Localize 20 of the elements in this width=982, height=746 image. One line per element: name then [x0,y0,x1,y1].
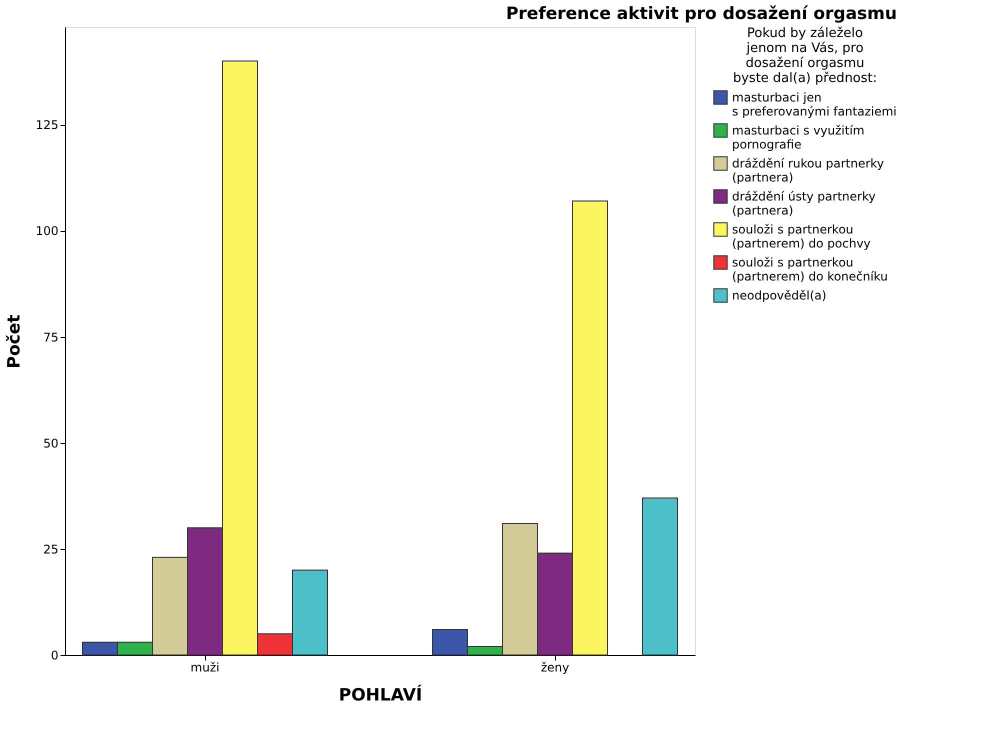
legend-label: souloži s partnerkou (partnerem) do pochvy [732,222,871,250]
legend-label: neodpověděl(a) [732,288,826,302]
legend-label: dráždění rukou partnerky (partnera) [732,156,884,184]
y-tick-label: 25 [43,542,58,556]
x-tick-label: ženy [540,660,570,674]
legend-label: dráždění ústy partnerky (partnera) [732,190,876,218]
y-tick-label: 75 [43,330,58,344]
legend-label: souloži s partnerkou (partnerem) do konečníku [732,256,888,284]
bar [642,498,678,656]
x-tick-label: muži [190,660,220,674]
legend-label: masturbaci jen s preferovanými fantaziemi [732,90,897,118]
y-tick-label: 100 [36,224,58,238]
x-axis-title: POHLAVÍ [338,684,422,706]
y-tick-label: 50 [43,436,58,450]
legend-title: Pokud by záleželo jenom na Vás, pro dosažení orgasmu byste dal(a) přednost: [732,26,878,86]
chart-title: Preference aktivit pro dosažení orgasmu [506,4,897,24]
y-tick-label: 125 [36,118,58,132]
y-axis-title: Počet [4,314,25,368]
legend-label: masturbaci s využitím pornografie [732,124,864,152]
y-tick-label: 0 [50,648,58,662]
